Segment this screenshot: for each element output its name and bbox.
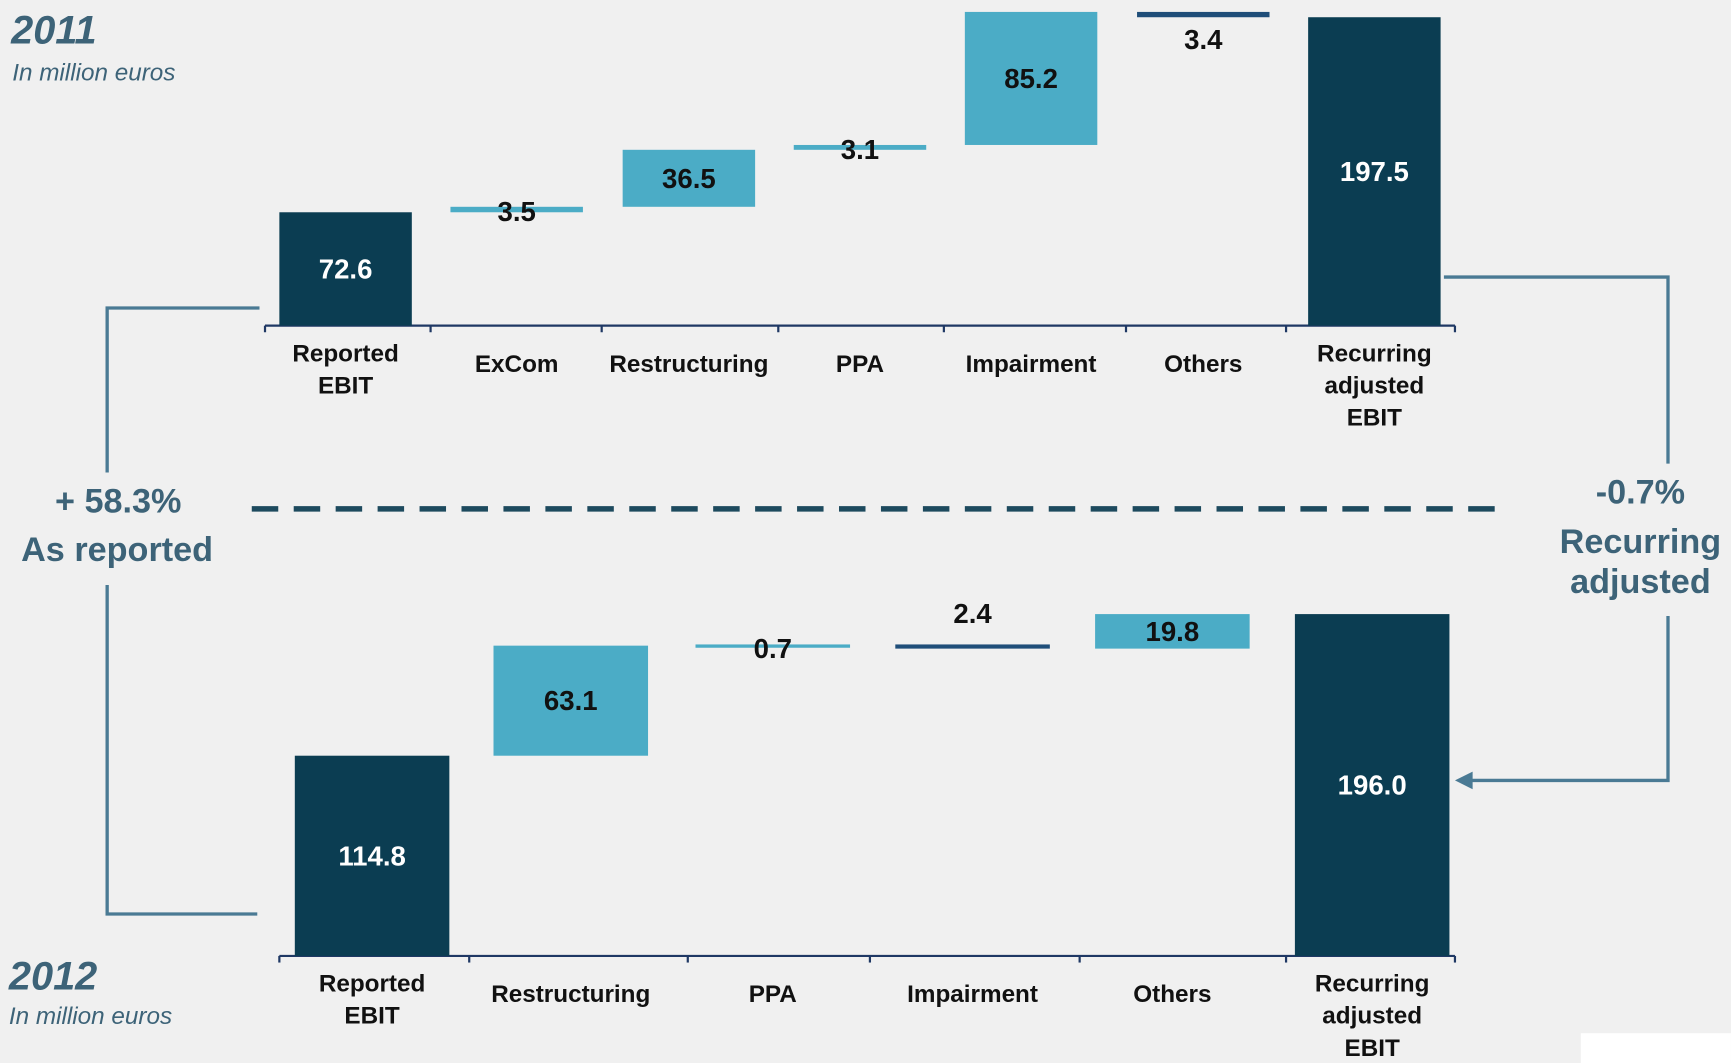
bar (622, 149, 756, 207)
data-label: 2.4 (953, 598, 992, 629)
x-tick-label: Others (1164, 351, 1242, 378)
data-label: 196.0 (1338, 769, 1407, 800)
data-label: 3.4 (1184, 24, 1223, 55)
annotation: Recurring (1560, 523, 1722, 561)
bar (450, 206, 583, 213)
bar (1308, 17, 1441, 326)
data-label: 3.1 (841, 134, 879, 165)
bar (1095, 614, 1250, 649)
x-tick-label: Impairment (907, 981, 1038, 1008)
x-tick-label: Reported EBIT (319, 971, 426, 1030)
annotation: -0.7% (1596, 474, 1685, 512)
chart-title: 2011 (10, 9, 96, 53)
bar (493, 645, 649, 756)
x-tick-label: Reported EBIT (292, 341, 399, 400)
annotation: + 58.3% (55, 482, 181, 520)
x-tick-label: Recurring adjusted EBIT (1317, 341, 1432, 432)
x-tick-label: Impairment (966, 351, 1097, 378)
bar (793, 144, 927, 150)
chart-subtitle: In million euros (12, 59, 175, 86)
x-tick-label: Others (1133, 981, 1211, 1008)
data-label: 0.7 (754, 633, 792, 664)
data-label: 85.2 (1004, 63, 1058, 94)
data-label: 63.1 (544, 685, 598, 716)
connector (1443, 275, 1670, 464)
x-tick-label: Restructuring (491, 981, 650, 1008)
logo-area (1580, 1033, 1731, 1063)
data-label: 72.6 (319, 253, 373, 284)
connector (105, 585, 258, 916)
chart-subtitle: In million euros (9, 1003, 172, 1030)
annotation: adjusted (1570, 563, 1711, 601)
bar (279, 212, 412, 326)
chart-title: 2012 (8, 955, 97, 999)
bar (695, 644, 851, 648)
bar (964, 11, 1098, 145)
x-tick-label: Restructuring (609, 351, 768, 378)
bar (895, 644, 1050, 649)
connector (105, 306, 260, 473)
data-label: 114.8 (338, 840, 406, 871)
x-tick-label: Recurring adjusted EBIT (1315, 971, 1430, 1062)
data-label: 3.5 (498, 196, 536, 227)
bar (1294, 614, 1450, 956)
x-tick-label: PPA (749, 981, 797, 1008)
x-tick-label: ExCom (475, 351, 559, 378)
bar (294, 755, 450, 956)
data-label: 197.5 (1340, 156, 1409, 187)
data-label: 19.8 (1146, 616, 1200, 647)
connector (1470, 615, 1670, 783)
x-tick-label: PPA (836, 351, 884, 378)
arrow-head (1454, 771, 1473, 790)
annotation: As reported (21, 531, 213, 569)
data-label: 36.5 (662, 163, 716, 194)
bar (1137, 11, 1270, 18)
